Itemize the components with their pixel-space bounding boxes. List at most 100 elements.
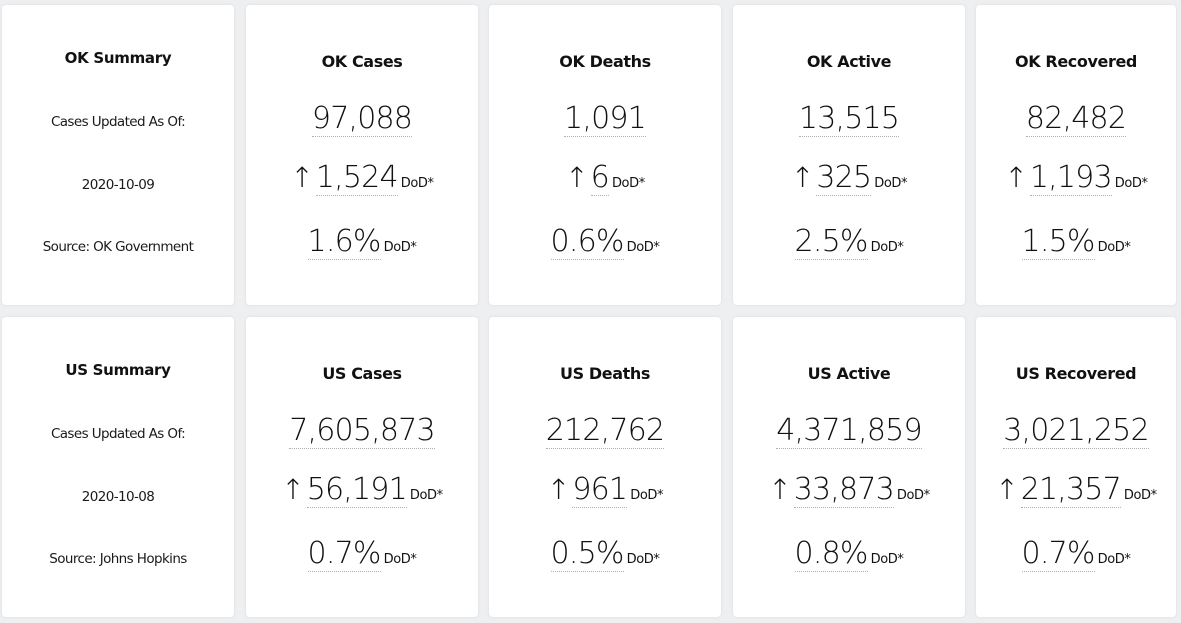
stat-total: 97,088: [246, 101, 478, 137]
total-value: 7,605,873: [289, 413, 436, 449]
daily-change: ↑325 DoD*: [733, 160, 965, 202]
summary-card: OK Summary Cases Updated As Of: 2020-10-…: [2, 5, 234, 305]
updated-label: Cases Updated As Of:: [50, 114, 186, 130]
stat-card-recovered: OK Recovered 82,482 ↑1,193 DoD* 1.5% DoD*: [976, 5, 1176, 305]
percent-value: 1.6%: [307, 224, 381, 260]
percent-unit: DoD*: [626, 552, 660, 567]
daily-change: ↑6 DoD*: [489, 160, 721, 202]
change-unit: DoD*: [611, 176, 645, 191]
daily-percent: 0.6% DoD*: [489, 224, 721, 266]
total-value: 212,762: [545, 413, 665, 449]
arrow-up-icon: ↑: [281, 473, 305, 506]
stat-card-deaths: OK Deaths 1,091 ↑6 DoD* 0.6% DoD*: [489, 5, 721, 305]
arrow-up-icon: ↑: [768, 473, 792, 506]
daily-change: ↑33,873 DoD*: [733, 472, 965, 514]
stat-title: OK Active: [806, 52, 892, 71]
change-value: 6: [590, 160, 610, 196]
ok-summary-row: OK Summary Cases Updated As Of: 2020-10-…: [0, 5, 1181, 305]
change-unit: DoD*: [409, 488, 443, 503]
percent-value: 0.7%: [1021, 536, 1095, 572]
change-unit: DoD*: [400, 176, 434, 191]
percent-unit: DoD*: [626, 240, 660, 255]
daily-change: ↑21,357 DoD*: [976, 472, 1176, 514]
total-value: 4,371,859: [776, 413, 923, 449]
stat-card-cases: US Cases 7,605,873 ↑56,191 DoD* 0.7% DoD*: [246, 317, 478, 617]
stat-title: US Active: [807, 364, 891, 383]
arrow-up-icon: ↑: [995, 473, 1019, 506]
stat-card-active: US Active 4,371,859 ↑33,873 DoD* 0.8% DoD*: [733, 317, 965, 617]
updated-date: 2020-10-08: [81, 489, 155, 505]
change-unit: DoD*: [630, 488, 664, 503]
data-source: Source: Johns Hopkins: [49, 551, 187, 567]
change-value: 1,193: [1029, 160, 1113, 196]
change-unit: DoD*: [874, 176, 908, 191]
total-value: 97,088: [311, 101, 413, 137]
arrow-up-icon: ↑: [1004, 161, 1028, 194]
stat-title: US Cases: [322, 364, 402, 383]
daily-percent: 2.5% DoD*: [733, 224, 965, 266]
percent-unit: DoD*: [1097, 552, 1131, 567]
stat-total: 7,605,873: [246, 413, 478, 449]
change-value: 961: [572, 472, 628, 508]
percent-value: 0.7%: [307, 536, 381, 572]
percent-value: 0.6%: [550, 224, 624, 260]
stat-card-recovered: US Recovered 3,021,252 ↑21,357 DoD* 0.7% D…: [976, 317, 1176, 617]
percent-value: 0.5%: [550, 536, 624, 572]
percent-unit: DoD*: [870, 240, 904, 255]
daily-percent: 0.8% DoD*: [733, 536, 965, 578]
percent-value: 0.8%: [794, 536, 868, 572]
stat-total: 212,762: [489, 413, 721, 449]
arrow-up-icon: ↑: [565, 161, 589, 194]
change-value: 56,191: [306, 472, 408, 508]
stat-card-deaths: US Deaths 212,762 ↑961 DoD* 0.5% DoD*: [489, 317, 721, 617]
daily-change: ↑1,193 DoD*: [976, 160, 1176, 202]
stat-total: 3,021,252: [976, 413, 1176, 449]
daily-change: ↑1,524 DoD*: [246, 160, 478, 202]
stat-title: OK Cases: [321, 52, 403, 71]
data-source: Source: OK Government: [42, 239, 194, 255]
arrow-up-icon: ↑: [290, 161, 314, 194]
percent-value: 2.5%: [794, 224, 868, 260]
stat-title: US Recovered: [1015, 364, 1137, 383]
summary-card: US Summary Cases Updated As Of: 2020-10-…: [2, 317, 234, 617]
arrow-up-icon: ↑: [790, 161, 815, 194]
daily-change: ↑961 DoD*: [489, 472, 721, 514]
change-value: 33,873: [793, 472, 895, 508]
total-value: 13,515: [798, 101, 900, 137]
stat-title: US Deaths: [560, 364, 650, 383]
stat-total: 82,482: [976, 101, 1176, 137]
daily-percent: 1.5% DoD*: [976, 224, 1176, 266]
daily-percent: 1.6% DoD*: [246, 224, 478, 266]
stat-card-active: OK Active 13,515 ↑325 DoD* 2.5% DoD*: [733, 5, 965, 305]
updated-date: 2020-10-09: [81, 177, 155, 193]
total-value: 1,091: [564, 101, 647, 137]
daily-change: ↑56,191 DoD*: [246, 472, 478, 514]
stat-card-cases: OK Cases 97,088 ↑1,524 DoD* 1.6% DoD*: [246, 5, 478, 305]
stat-title: OK Recovered: [1015, 52, 1137, 71]
change-unit: DoD*: [1123, 488, 1157, 503]
daily-percent: 0.7% DoD*: [246, 536, 478, 578]
stat-total: 13,515: [733, 101, 965, 137]
change-value: 21,357: [1020, 472, 1122, 508]
daily-percent: 0.7% DoD*: [976, 536, 1176, 578]
total-value: 3,021,252: [1003, 413, 1150, 449]
us-summary-row: US Summary Cases Updated As Of: 2020-10-…: [0, 317, 1181, 617]
percent-value: 1.5%: [1021, 224, 1095, 260]
total-value: 82,482: [1025, 101, 1127, 137]
updated-label: Cases Updated As Of:: [50, 426, 186, 442]
percent-unit: DoD*: [383, 552, 417, 567]
stat-total: 4,371,859: [733, 413, 965, 449]
daily-percent: 0.5% DoD*: [489, 536, 721, 578]
change-unit: DoD*: [896, 488, 930, 503]
summary-title: OK Summary: [64, 49, 172, 67]
change-unit: DoD*: [1114, 176, 1148, 191]
percent-unit: DoD*: [383, 240, 417, 255]
arrow-up-icon: ↑: [546, 473, 571, 506]
stat-title: OK Deaths: [559, 52, 651, 71]
summary-title: US Summary: [65, 361, 171, 379]
stat-total: 1,091: [489, 101, 721, 137]
change-value: 325: [816, 160, 872, 196]
percent-unit: DoD*: [1097, 240, 1131, 255]
percent-unit: DoD*: [870, 552, 904, 567]
change-value: 1,524: [315, 160, 399, 196]
